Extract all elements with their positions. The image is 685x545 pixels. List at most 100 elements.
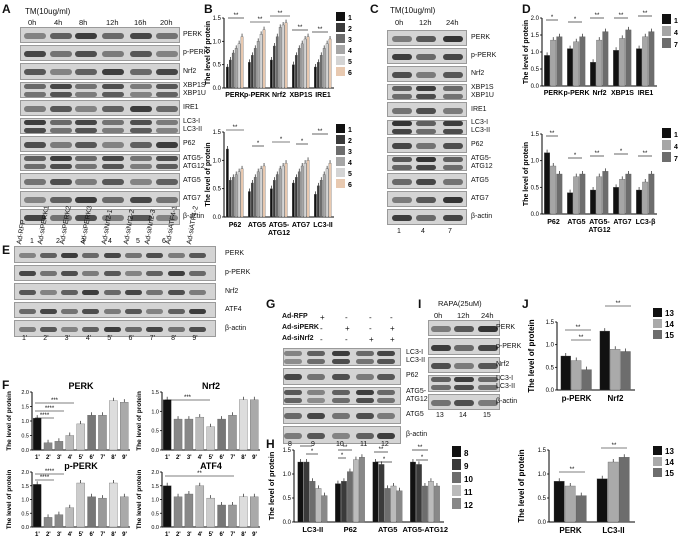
band <box>82 308 100 314</box>
bar <box>544 152 550 215</box>
band <box>146 308 164 314</box>
bar <box>240 36 244 89</box>
band <box>443 165 463 171</box>
bar <box>648 31 655 87</box>
bar <box>325 168 329 218</box>
blot-row-label: ATF4 <box>225 306 242 314</box>
band <box>454 399 474 406</box>
band <box>356 358 374 364</box>
band <box>130 105 152 112</box>
blot-row-label: ATG5 <box>406 411 424 419</box>
bar <box>560 355 571 391</box>
band <box>103 327 121 333</box>
legend-swatch <box>653 319 662 328</box>
bar <box>315 488 322 523</box>
bar <box>250 55 254 89</box>
lane-number: 6' <box>128 335 134 342</box>
bar <box>87 415 96 451</box>
band <box>443 129 463 135</box>
y-axis-label: The level of protein <box>517 449 526 522</box>
significance-mark: ** <box>570 467 575 473</box>
legend-label: 5 <box>348 171 352 178</box>
band <box>377 350 395 356</box>
bar <box>303 461 310 523</box>
legend-label: 8 <box>464 449 469 458</box>
significance-mark: ** <box>595 13 600 19</box>
band <box>130 83 152 89</box>
bar <box>284 22 288 89</box>
condition-label: Ad-siNrf2 <box>282 335 314 342</box>
band <box>125 252 142 258</box>
y-axis-label: The level of protein <box>205 21 212 85</box>
y-axis-label: The level of protein <box>6 470 13 530</box>
blot-strip <box>387 30 467 46</box>
band <box>82 327 100 333</box>
category-label: ATG5-ATG12 <box>402 525 448 534</box>
band <box>39 327 57 333</box>
bar <box>278 27 282 89</box>
band <box>61 308 79 314</box>
significance-mark: * <box>383 457 386 463</box>
band <box>454 385 474 391</box>
blot-row-label: p-PERK <box>225 268 251 276</box>
condition-label: Ad-siATF4-2 <box>186 205 201 245</box>
blot-strip <box>387 209 467 225</box>
legend-swatch <box>662 38 671 48</box>
band <box>156 91 178 97</box>
band <box>75 215 97 222</box>
band <box>75 120 97 126</box>
bar <box>231 52 235 89</box>
legend-label: 12 <box>464 501 473 510</box>
category-label: 3' <box>57 532 62 538</box>
significance-mark: **** <box>40 475 50 481</box>
bar <box>316 62 320 89</box>
blot-row-label: p-PERK <box>183 49 209 57</box>
bar <box>322 174 326 218</box>
band <box>377 397 395 403</box>
legend-label: 3 <box>348 37 352 44</box>
band <box>24 128 46 134</box>
bar <box>303 38 307 89</box>
y-tick-label: 1.0 <box>21 419 29 425</box>
bar <box>328 163 332 218</box>
legend-label: 4 <box>348 48 352 55</box>
blot-strip <box>387 155 467 172</box>
lane-number: 1 <box>30 238 34 245</box>
bar <box>237 43 241 89</box>
band <box>377 432 395 439</box>
chart-h: 0.0 0.5 1.0 1.5 The level of protein LC3-II P6… <box>267 441 473 534</box>
bar <box>217 504 226 528</box>
band <box>61 271 79 277</box>
significance-mark: ** <box>258 17 263 23</box>
bar <box>396 490 403 523</box>
y-tick-label: 1.5 <box>546 320 555 326</box>
legend-label: 13 <box>665 309 674 318</box>
y-axis-label: The level of protein <box>136 470 143 530</box>
category-label: 6' <box>220 455 225 461</box>
bar <box>292 182 295 218</box>
sign: - <box>345 335 348 344</box>
band <box>443 107 463 114</box>
chart-f-perk: 0.0 0.5 1.0 1.5 2.0 The level of protein PERK 1… <box>6 381 130 461</box>
lane-number: 5 <box>136 238 140 245</box>
band <box>307 413 325 420</box>
band <box>392 107 412 114</box>
band <box>24 51 46 58</box>
y-tick-label: 1.0 <box>546 343 555 349</box>
panel-b-letter: B <box>204 2 213 16</box>
category-label: ATG5- <box>589 219 610 226</box>
blot-strip <box>387 119 467 136</box>
lane-number: 11 <box>360 441 368 448</box>
category-label: LC3-II <box>302 525 323 534</box>
significance-mark: ** <box>643 11 648 17</box>
band <box>377 374 395 381</box>
bar <box>625 29 632 87</box>
blot-row-label: β-actin <box>225 324 247 332</box>
significance-mark: ** <box>197 471 202 477</box>
band <box>416 85 436 91</box>
sign: + <box>345 324 350 333</box>
band <box>416 143 436 150</box>
y-tick-label: 1.5 <box>531 33 540 39</box>
bar <box>54 514 64 528</box>
category-label: P62 <box>344 525 357 534</box>
